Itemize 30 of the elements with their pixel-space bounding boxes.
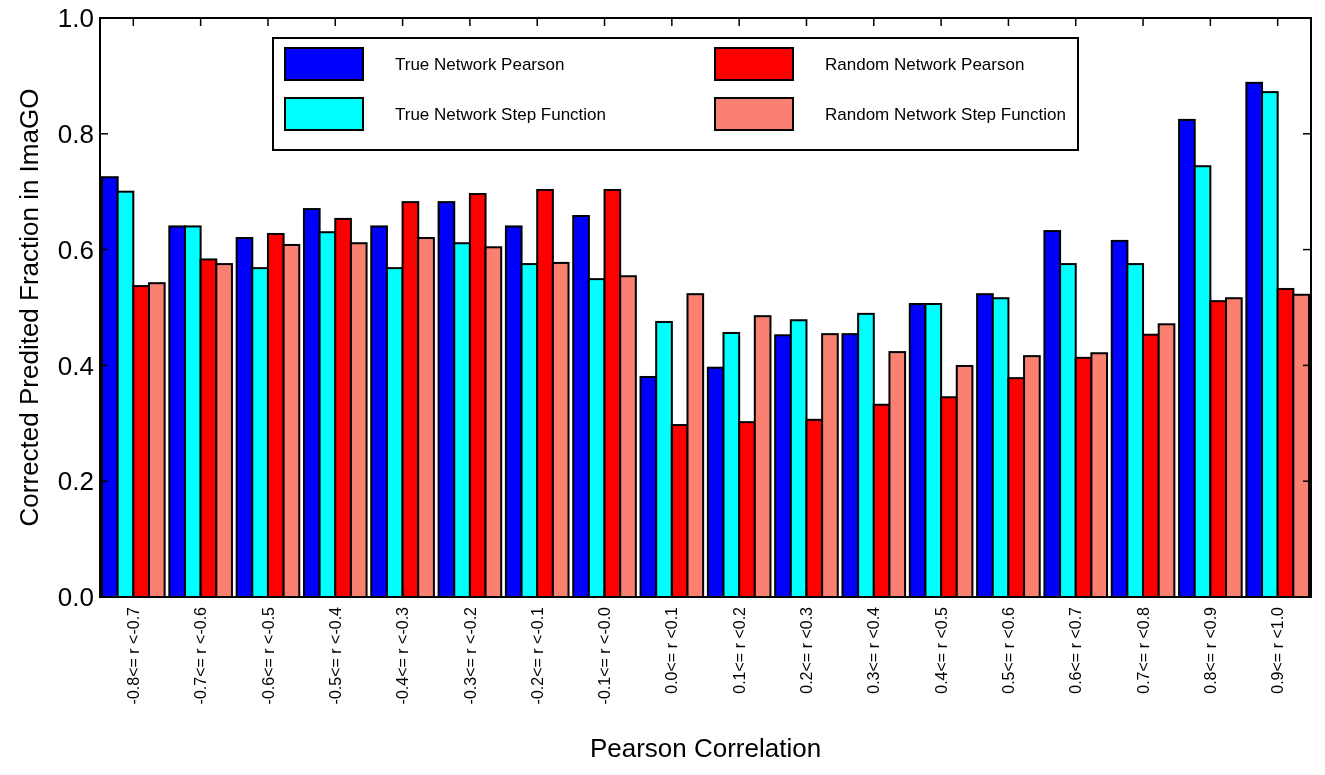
y-tick-label: 0.8 [57, 118, 94, 149]
x-tick-label: 0.7<= r <0.8 [1134, 606, 1152, 694]
x-tick-label: -0.1<= r <-0.0 [596, 606, 614, 705]
x-tick-label: 0.5<= r <0.6 [1000, 606, 1018, 694]
x-tick-label: 0.8<= r <0.9 [1201, 606, 1219, 694]
y-axis-title: Corrected Predited Fraction in ImaGO [14, 88, 44, 527]
x-tick-label: 0.2<= r <0.3 [798, 606, 816, 694]
x-tick-label: -0.4<= r <-0.3 [394, 606, 412, 705]
x-tick-label: 0.0<= r <0.1 [663, 606, 681, 694]
x-tick-label: -0.8<= r <-0.7 [124, 606, 142, 705]
x-tick-label: -0.6<= r <-0.5 [259, 606, 277, 705]
x-tick-label: 0.4<= r <0.5 [932, 606, 950, 694]
y-tick-label: 0.0 [57, 582, 94, 613]
legend-label: Random Network Pearson [825, 54, 1025, 74]
x-tick-label: -0.7<= r <-0.6 [192, 606, 210, 705]
y-tick-label: 1.0 [57, 3, 94, 34]
legend-label: True Network Pearson [395, 54, 565, 74]
x-axis-title: Pearson Correlation [589, 733, 822, 763]
x-tick-label: -0.3<= r <-0.2 [461, 606, 479, 705]
y-tick-label: 0.6 [57, 234, 94, 265]
x-tick-label: 0.3<= r <0.4 [865, 606, 883, 694]
x-tick-label: 0.1<= r <0.2 [730, 606, 748, 694]
x-tick-label: -0.2<= r <-0.1 [528, 606, 546, 705]
x-tick-label: 0.6<= r <0.7 [1067, 606, 1085, 694]
y-tick-label: 0.4 [57, 350, 94, 381]
legend-label: Random Network Step Function [825, 104, 1066, 124]
x-tick-label: -0.5<= r <-0.4 [326, 606, 344, 705]
legend-label: True Network Step Function [395, 104, 607, 124]
y-tick-label: 0.2 [57, 466, 94, 497]
x-tick-label: 0.9<= r <1.0 [1269, 606, 1287, 694]
